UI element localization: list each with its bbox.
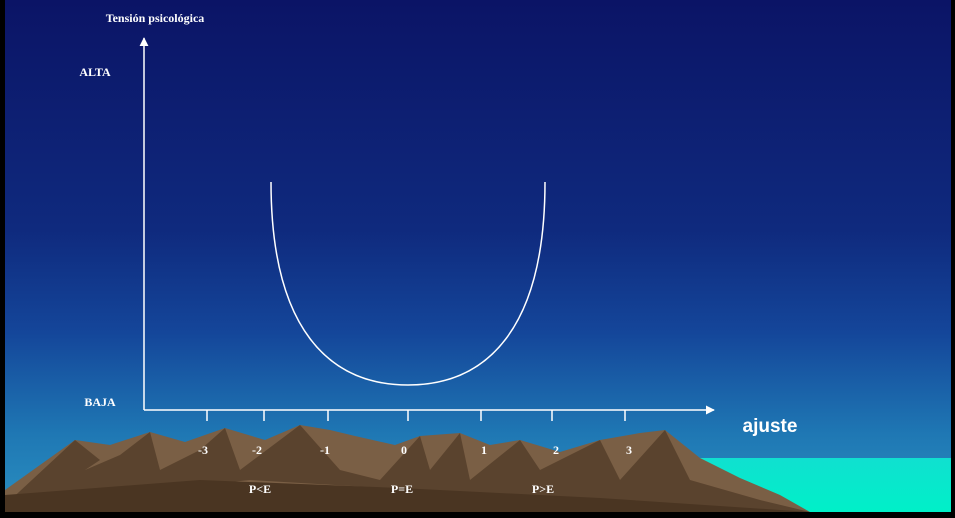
y-low-label: BAJA xyxy=(84,395,116,409)
x-axis-title: ajuste xyxy=(743,416,798,437)
x-tick-label: 1 xyxy=(481,443,487,457)
foreground xyxy=(5,480,810,512)
sky xyxy=(5,0,951,512)
mountain-shadow xyxy=(5,425,810,512)
x-tick-label: -1 xyxy=(320,443,330,457)
y-high-label: ALTA xyxy=(79,65,111,79)
x-tick-label: -2 xyxy=(252,443,262,457)
region-label: P>E xyxy=(532,482,554,496)
y-axis-title: Tensión psicológica xyxy=(106,11,205,25)
tension-curve xyxy=(270,181,546,386)
x-tick-label: 0 xyxy=(401,443,407,457)
x-tick-label: -3 xyxy=(198,443,208,457)
x-tick-label: 2 xyxy=(553,443,559,457)
region-label: P=E xyxy=(391,482,413,496)
x-tick-label: 3 xyxy=(626,443,632,457)
region-label: P<E xyxy=(249,482,271,496)
